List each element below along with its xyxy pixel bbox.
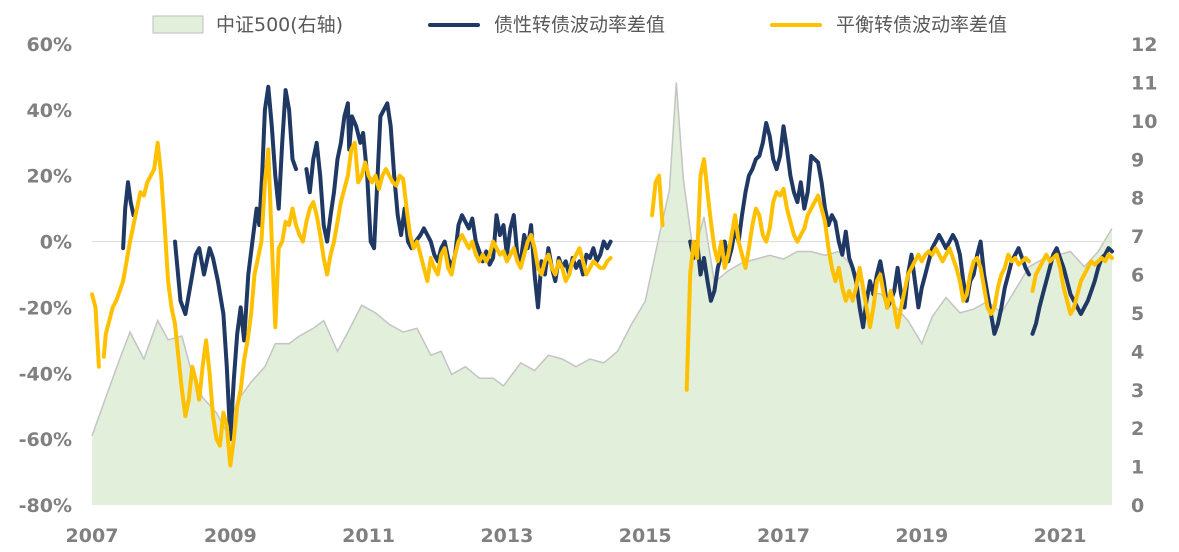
left-tick-label: -40% [19,363,72,385]
left-tick-label: -20% [19,297,72,319]
series-segment [1030,252,1114,316]
right-tick-label: 2 [1131,418,1144,440]
right-tick-label: 6 [1131,265,1144,287]
right-tick-label: 3 [1131,380,1144,402]
series-segment [173,84,298,442]
left-tick-label: 0% [40,232,72,254]
series-segment [688,121,1031,336]
series-segment [684,157,1031,392]
right-tick-label: 5 [1131,303,1144,325]
legend-label-bond-like: 债性转债波动率差值 [494,14,665,36]
left-tick-label: -80% [19,495,72,517]
left-tick-label: 60% [27,34,72,56]
right-tick-label: 4 [1131,341,1144,363]
legend: 中证500(右轴) 债性转债波动率差值 平衡转债波动率差值 [152,14,1007,36]
line-series-balanced [90,140,1114,468]
right-tick-label: 9 [1131,149,1144,171]
legend-label-balanced: 平衡转债波动率差值 [836,14,1007,36]
x-tick-label: 2013 [480,525,533,547]
right-tick-label: 0 [1131,495,1144,517]
series-segment [650,173,665,228]
x-tick-label: 2017 [757,525,810,547]
x-tick-label: 2009 [204,525,257,547]
series-segment [101,140,613,468]
x-tick-label: 2007 [66,525,119,547]
x-tick-label: 2019 [895,525,948,547]
x-axis-ticks: 2007 2009 2011 2013 2015 2017 2019 2021 [66,525,1087,547]
right-tick-label: 7 [1131,226,1144,248]
area-series-csi500 [91,82,1113,506]
series-segment [90,292,101,369]
series-segment [1030,246,1114,336]
series-segment [121,180,136,251]
right-tick-label: 8 [1131,188,1144,210]
left-tick-label: 40% [27,100,72,122]
area-fill [92,82,1112,506]
x-tick-label: 2015 [619,525,672,547]
x-tick-label: 2011 [342,525,395,547]
legend-label-csi500: 中证500(右轴) [216,14,343,36]
right-tick-label: 12 [1131,34,1157,56]
x-tick-label: 2021 [1034,525,1087,547]
left-tick-label: -60% [19,429,72,451]
right-tick-label: 11 [1131,72,1157,94]
right-tick-label: 1 [1131,457,1144,479]
left-tick-label: 20% [27,166,72,188]
area-edge [91,82,1113,437]
right-tick-label: 10 [1131,111,1157,133]
legend-swatch-csi500 [152,15,204,34]
left-axis-ticks: 60% 40% 20% 0% -20% -40% -60% -80% [19,34,72,517]
